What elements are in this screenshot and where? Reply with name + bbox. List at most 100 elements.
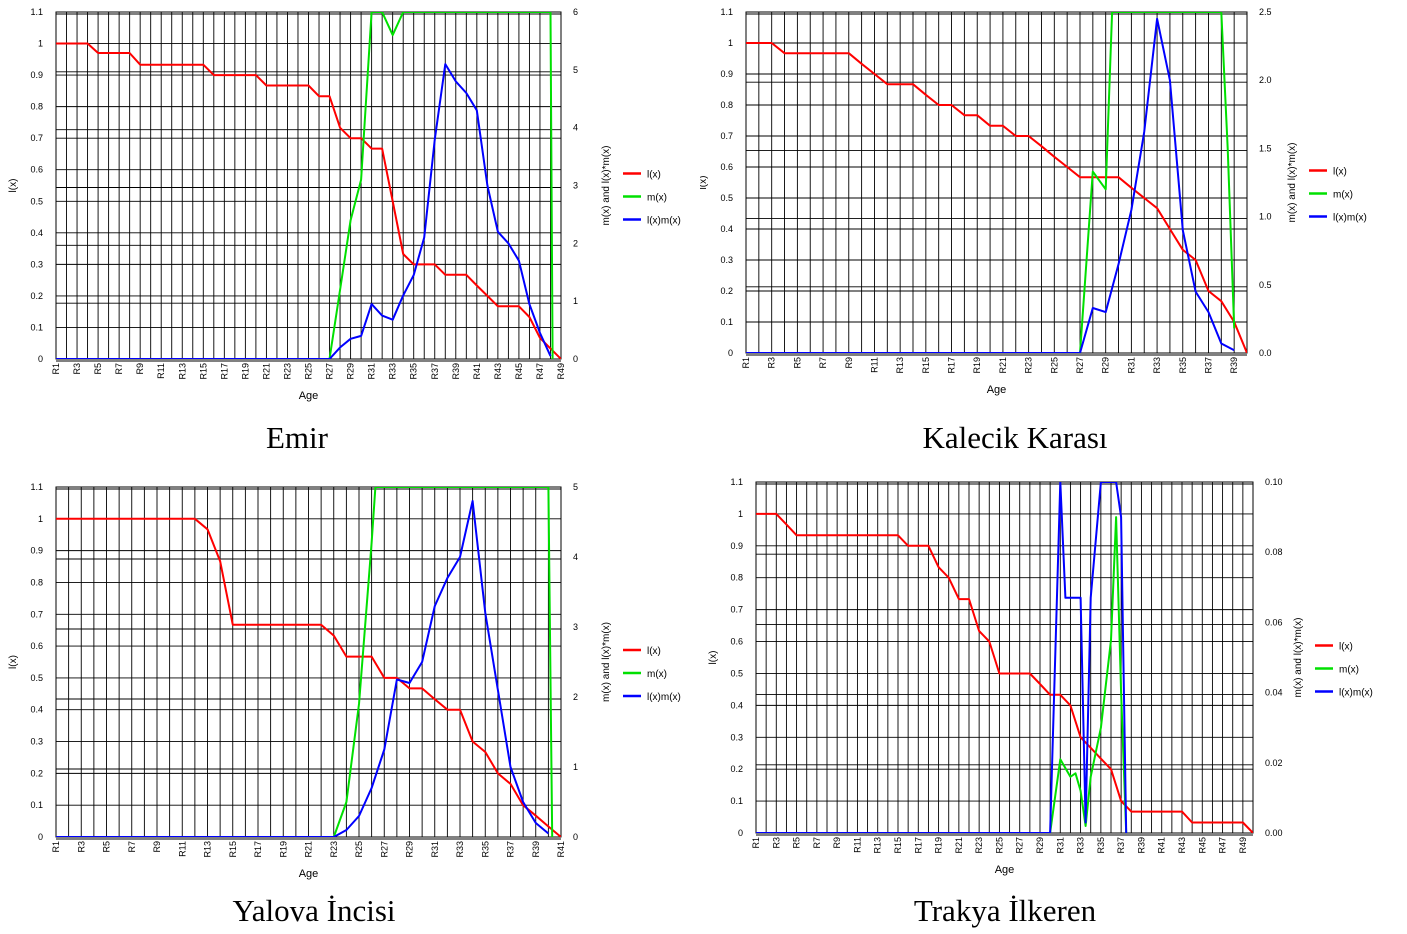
y-tick-label: 1.1	[730, 477, 743, 487]
x-tick-label: R17	[913, 837, 923, 854]
x-tick-label: R41	[556, 841, 566, 858]
x-tick-label: R47	[1218, 837, 1228, 854]
x-tick-label: R43	[493, 363, 503, 380]
x-tick-label: R37	[1116, 837, 1126, 854]
x-tick-label: R13	[873, 837, 883, 854]
y-tick-label: 0.1	[30, 800, 43, 810]
x-tick-label: R41	[1157, 837, 1167, 854]
y-tick-label: 0.1	[720, 317, 733, 327]
y2-tick-label: 5	[573, 65, 578, 75]
y-tick-label: 1	[38, 39, 43, 49]
plot-area	[755, 481, 1254, 834]
x-tick-label: R23	[974, 837, 984, 854]
x-tick-label: R49	[1238, 837, 1248, 854]
y-tick-label: 0.4	[30, 705, 43, 715]
x-tick-label: R19	[240, 363, 250, 380]
y2-tick-label: 0.0	[1259, 348, 1272, 358]
x-axis-label: Age	[987, 384, 1007, 396]
chart-panel-3: 0 0.1 0.2 0.3 0.4 0.5 0.6 0.7 0.8 0.9 1 1.1 0 1 2 3 4 5 R1…	[0, 470, 700, 930]
y2-axis-label: m(x) and l(x)*m(x)	[601, 146, 612, 226]
chart-svg: 0 0.1 0.2 0.3 0.4 0.5 0.6 0.7 0.8 0.9 1 1.1 0 1 2 3 4 5 R1…	[8, 482, 681, 880]
x-tick-label: R29	[1035, 837, 1045, 854]
y2-axis-label: m(x) and l(x)*m(x)	[1293, 618, 1304, 698]
x-axis-label: Age	[299, 868, 319, 880]
y2-axis-label: m(x) and l(x)*m(x)	[1287, 143, 1298, 223]
x-tick-label: R15	[921, 357, 931, 374]
x-tick-label: R39	[1229, 357, 1239, 374]
x-tick-label: R23	[329, 841, 339, 858]
y-tick-label: 0.6	[30, 165, 43, 175]
chart-svg: 0 0.1 0.2 0.3 0.4 0.5 0.6 0.7 0.8 0.9 1 1.1 0.00 0.02…	[708, 477, 1373, 876]
x-tick-label: R23	[282, 363, 292, 380]
series-line-mx	[746, 12, 1236, 353]
y2-tick-label: 1.0	[1259, 212, 1272, 222]
y2-tick-label: 0.5	[1259, 280, 1272, 290]
x-tick-label: R35	[1096, 837, 1106, 854]
x-tick-label: R21	[998, 357, 1008, 374]
y-tick-label: 0.8	[720, 100, 733, 110]
x-axis-label: Age	[299, 390, 319, 402]
y-tick-label: 0.9	[30, 70, 43, 80]
x-tick-label: R25	[354, 841, 364, 858]
series-line-lx	[56, 42, 561, 359]
y-tick-label: 1.1	[30, 482, 43, 492]
y2-tick-label: 2	[573, 238, 578, 248]
x-tick-label: R11	[869, 357, 879, 373]
y2-tick-label: 2.5	[1259, 7, 1272, 17]
chart-caption: Emir	[266, 420, 328, 455]
y-tick-label: 0.2	[730, 764, 743, 774]
x-tick-label: R27	[379, 841, 389, 858]
y-tick-label: 0.7	[30, 133, 43, 143]
legend-label: l(x)	[1339, 642, 1353, 653]
x-tick-label: R17	[253, 841, 263, 858]
y2-tick-label: 2.0	[1259, 75, 1272, 85]
x-tick-label: R7	[114, 363, 124, 375]
y-tick-label: 0.5	[30, 673, 43, 683]
x-tick-label: R47	[535, 363, 545, 380]
series-line-mx	[756, 516, 1128, 833]
y-tick-label: 0.7	[730, 605, 743, 615]
chart-panel-2: 0 0.1 0.2 0.3 0.4 0.5 0.6 0.7 0.8 0.9 1 1.1 0.0 0.5 1.…	[700, 0, 1407, 460]
y-tick-label: 0.1	[730, 796, 743, 806]
x-tick-label: R13	[203, 841, 213, 858]
x-tick-label: R5	[93, 363, 103, 375]
series-line-lx	[746, 42, 1247, 353]
x-tick-label: R5	[792, 357, 802, 369]
y2-tick-label: 0	[573, 832, 578, 842]
y2-tick-label: 0.08	[1265, 547, 1283, 557]
y-tick-label: 0.5	[30, 196, 43, 206]
x-tick-label: R39	[1136, 837, 1146, 854]
legend-label: l(x)m(x)	[1339, 688, 1373, 699]
x-tick-label: R1	[751, 837, 761, 849]
y-tick-label: 0	[38, 354, 43, 364]
x-tick-label: R11	[852, 837, 862, 853]
x-tick-label: R39	[451, 363, 461, 380]
x-tick-label: R5	[102, 841, 112, 853]
x-tick-label: R29	[346, 363, 356, 380]
x-tick-label: R37	[430, 363, 440, 380]
y-tick-label: 0.6	[720, 162, 733, 172]
x-tick-label: R31	[430, 841, 440, 858]
x-tick-label: R7	[127, 841, 137, 853]
x-tick-label: R31	[367, 363, 377, 380]
x-tick-label: R19	[278, 841, 288, 858]
y-tick-label: 0.6	[30, 641, 43, 651]
series-line-lxmx	[56, 63, 552, 359]
y2-tick-label: 1	[573, 762, 578, 772]
y2-tick-label: 0.06	[1265, 617, 1283, 627]
x-tick-label: R45	[514, 363, 524, 380]
x-tick-label: R13	[177, 363, 187, 380]
y2-tick-label: 0.02	[1265, 758, 1283, 768]
y-tick-label: 0.9	[730, 541, 743, 551]
x-tick-label: R3	[767, 357, 777, 369]
y-tick-label: 1.1	[30, 7, 43, 17]
x-tick-label: R19	[972, 357, 982, 374]
x-tick-label: R3	[76, 841, 86, 853]
x-tick-label: R9	[844, 357, 854, 369]
y-tick-label: 0.3	[30, 259, 43, 269]
x-tick-label: R35	[409, 363, 419, 380]
x-tick-label: R37	[1203, 357, 1213, 374]
chart-caption: Trakya İlkeren	[913, 893, 1097, 928]
legend-label: m(x)	[1339, 665, 1359, 676]
x-tick-label: R7	[818, 357, 828, 369]
